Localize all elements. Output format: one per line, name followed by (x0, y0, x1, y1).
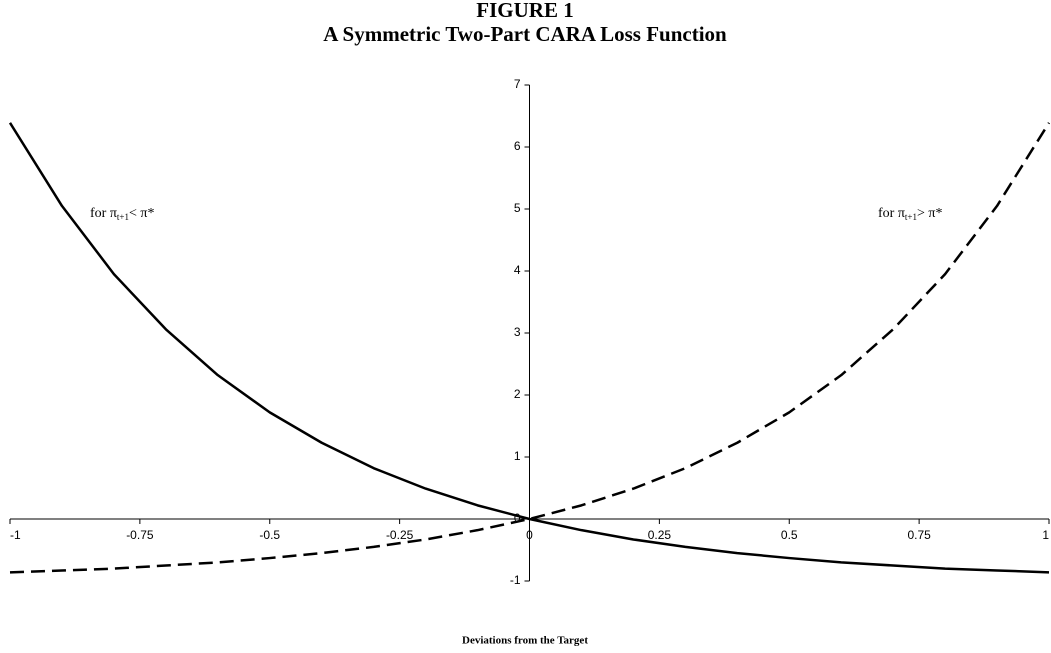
x-tick-label: 0.75 (907, 528, 931, 542)
annotation-part: t+1 (117, 212, 129, 222)
line-series (8, 122, 1050, 574)
y-tick-label: 6 (514, 139, 521, 153)
x-tick-label: -0.25 (386, 528, 414, 542)
x-tick-label: 0.25 (648, 528, 672, 542)
y-tick-label: 5 (514, 201, 521, 215)
y-tick-label: 2 (514, 387, 521, 401)
annotation-part: < π* (129, 206, 154, 221)
x-tick-label: -1 (10, 528, 21, 542)
annotation-part: for π (90, 206, 117, 221)
annotation: for πt+1> π* (878, 206, 942, 222)
annotation-part: for π (878, 206, 905, 221)
y-tick-label: 1 (514, 449, 521, 463)
line-series (9, 122, 1051, 574)
annotation-part: t+1 (905, 212, 917, 222)
y-tick-label: 0 (514, 511, 521, 525)
x-tick-label: -0.75 (126, 528, 154, 542)
x-axis-label: Deviations from the Target (462, 635, 588, 647)
y-tick-label: -1 (510, 573, 521, 587)
chart-title: FIGURE 1 (476, 0, 573, 22)
x-tick-label: 0 (526, 528, 533, 542)
x-tick-label: 1 (1042, 528, 1049, 542)
chart-subtitle: A Symmetric Two-Part CARA Loss Function (323, 22, 727, 46)
annotation: for πt+1< π* (90, 206, 154, 222)
y-tick-label: 3 (514, 325, 521, 339)
x-tick-label: 0.5 (781, 528, 798, 542)
y-tick-label: 7 (514, 77, 521, 91)
annotation-part: > π* (917, 206, 942, 221)
x-tick-label: -0.5 (259, 528, 280, 542)
y-tick-label: 4 (514, 263, 521, 277)
